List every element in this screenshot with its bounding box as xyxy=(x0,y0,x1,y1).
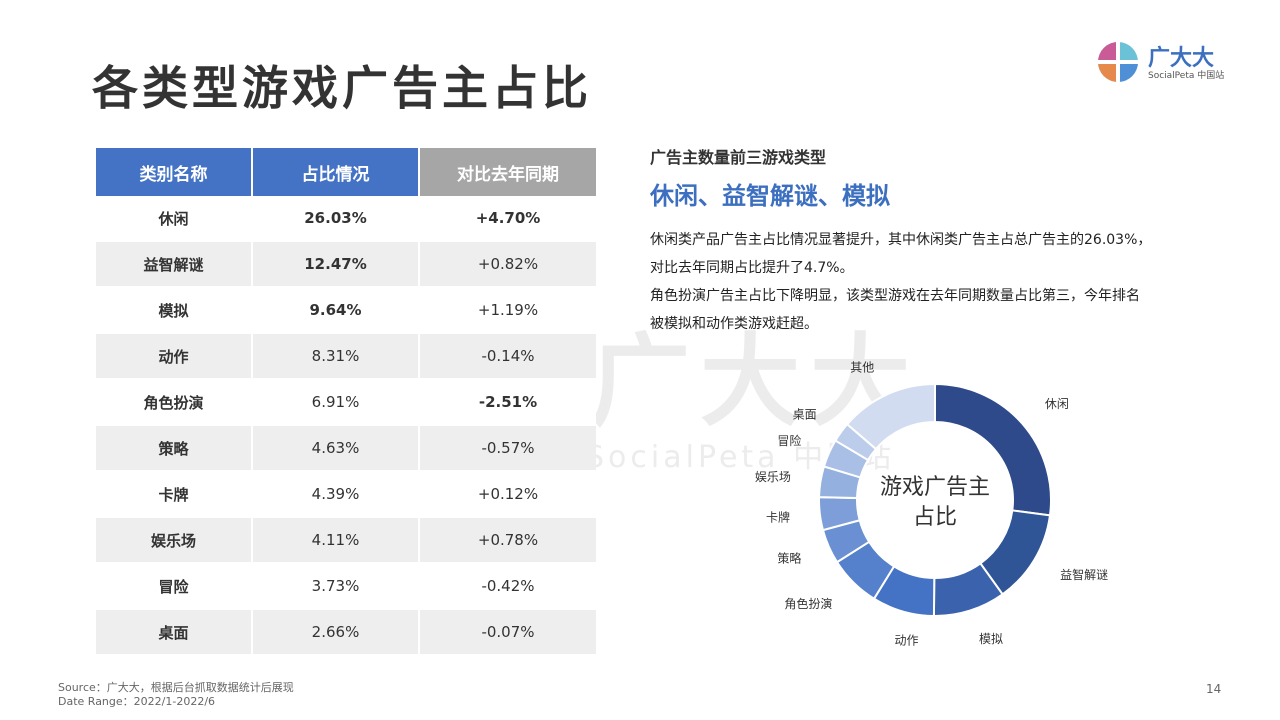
slice-label-0: 休闲 xyxy=(1045,397,1069,411)
row-share: 4.63% xyxy=(253,426,420,472)
slice-label-4: 角色扮演 xyxy=(784,596,832,611)
table-row: 桌面 2.66% -0.07% xyxy=(96,610,596,656)
table-row: 益智解谜 12.47% +0.82% xyxy=(96,242,596,288)
row-change: +4.70% xyxy=(420,196,596,242)
row-change: +1.19% xyxy=(420,288,596,334)
summary-line: 角色扮演广告主占比下降明显，该类型游戏在去年同期数量占比第三，今年排名 xyxy=(650,288,1140,304)
slice-label-6: 卡牌 xyxy=(766,510,790,524)
right-headline: 休闲、益智解谜、模拟 xyxy=(650,182,890,210)
row-name: 益智解谜 xyxy=(96,242,253,288)
row-change: -0.42% xyxy=(420,564,596,610)
slice-label-10: 其他 xyxy=(850,360,874,374)
donut-chart: 休闲益智解谜模拟 动作 角色扮演 策略 卡牌 娱乐场 冒险 桌面 其他 游戏广告主 占比 xyxy=(740,350,1120,650)
row-name: 娱乐场 xyxy=(96,518,253,564)
row-share: 2.66% xyxy=(253,610,420,656)
row-name: 卡牌 xyxy=(96,472,253,518)
slice-label-1: 益智解谜 xyxy=(1060,567,1108,582)
row-share: 4.39% xyxy=(253,472,420,518)
row-change: +0.82% xyxy=(420,242,596,288)
row-change: -0.14% xyxy=(420,334,596,380)
row-name: 模拟 xyxy=(96,288,253,334)
slice-label-3: 动作 xyxy=(894,633,918,647)
row-name: 桌面 xyxy=(96,610,253,656)
table-row: 模拟 9.64% +1.19% xyxy=(96,288,596,334)
slice-label-2: 模拟 xyxy=(979,632,1003,646)
row-name: 休闲 xyxy=(96,196,253,242)
row-name: 动作 xyxy=(96,334,253,380)
row-name: 角色扮演 xyxy=(96,380,253,426)
row-share: 3.73% xyxy=(253,564,420,610)
header-share: 占比情况 xyxy=(253,148,420,196)
table-header-row: 类别名称 占比情况 对比去年同期 xyxy=(96,148,596,196)
right-subtitle: 广告主数量前三游戏类型 xyxy=(650,148,827,167)
row-share: 26.03% xyxy=(253,196,420,242)
center-label-line-1: 游戏广告主 xyxy=(880,475,990,500)
row-change: -0.57% xyxy=(420,426,596,472)
category-share-table: 类别名称 占比情况 对比去年同期 休闲 26.03% +4.70% 益智解谜 1… xyxy=(96,148,596,656)
table-row: 休闲 26.03% +4.70% xyxy=(96,196,596,242)
row-share: 8.31% xyxy=(253,334,420,380)
slice-label-7: 娱乐场 xyxy=(755,470,791,484)
slice-label-9: 桌面 xyxy=(793,408,817,422)
summary-line: 被模拟和动作类游戏赶超。 xyxy=(650,316,818,332)
logo-subtitle: SocialPeta 中国站 xyxy=(1148,71,1225,81)
donut-slice-10 xyxy=(845,382,936,451)
page-title: 各类型游戏广告主占比 xyxy=(92,61,592,115)
summary-line: 对比去年同期占比提升了4.7%。 xyxy=(650,260,854,276)
logo-icon xyxy=(1098,42,1138,82)
table-row: 角色扮演 6.91% -2.51% xyxy=(96,380,596,426)
header-category: 类别名称 xyxy=(96,148,253,196)
table-row: 卡牌 4.39% +0.12% xyxy=(96,472,596,518)
page-number: 14 xyxy=(1206,682,1222,696)
summary-line: 休闲类产品广告主占比情况显著提升，其中休闲类广告主占总广告主的26.03%， xyxy=(650,232,1152,248)
row-share: 4.11% xyxy=(253,518,420,564)
row-change: +0.12% xyxy=(420,472,596,518)
row-change: -0.07% xyxy=(420,610,596,656)
brand-logo: 广大大 SocialPeta 中国站 xyxy=(1096,40,1236,84)
slice-label-5: 策略 xyxy=(777,551,801,566)
row-share: 12.47% xyxy=(253,242,420,288)
table-row: 策略 4.63% -0.57% xyxy=(96,426,596,472)
slice-label-8: 冒险 xyxy=(777,433,801,448)
row-name: 策略 xyxy=(96,426,253,472)
logo-name: 广大大 xyxy=(1148,46,1215,71)
footer: Source：广大大，根据后台抓取数据统计后展现 Date Range：2022… xyxy=(58,681,294,709)
row-change: +0.78% xyxy=(420,518,596,564)
table-row: 动作 8.31% -0.14% xyxy=(96,334,596,380)
center-label-line-2: 占比 xyxy=(913,505,957,530)
row-change: -2.51% xyxy=(420,380,596,426)
header-yoy: 对比去年同期 xyxy=(420,148,596,196)
row-share: 9.64% xyxy=(253,288,420,334)
footer-source: Source：广大大，根据后台抓取数据统计后展现 xyxy=(58,681,294,694)
table-row: 冒险 3.73% -0.42% xyxy=(96,564,596,610)
row-name: 冒险 xyxy=(96,564,253,610)
table-row: 娱乐场 4.11% +0.78% xyxy=(96,518,596,564)
footer-date-range: Date Range：2022/1-2022/6 xyxy=(58,695,216,708)
row-share: 6.91% xyxy=(253,380,420,426)
